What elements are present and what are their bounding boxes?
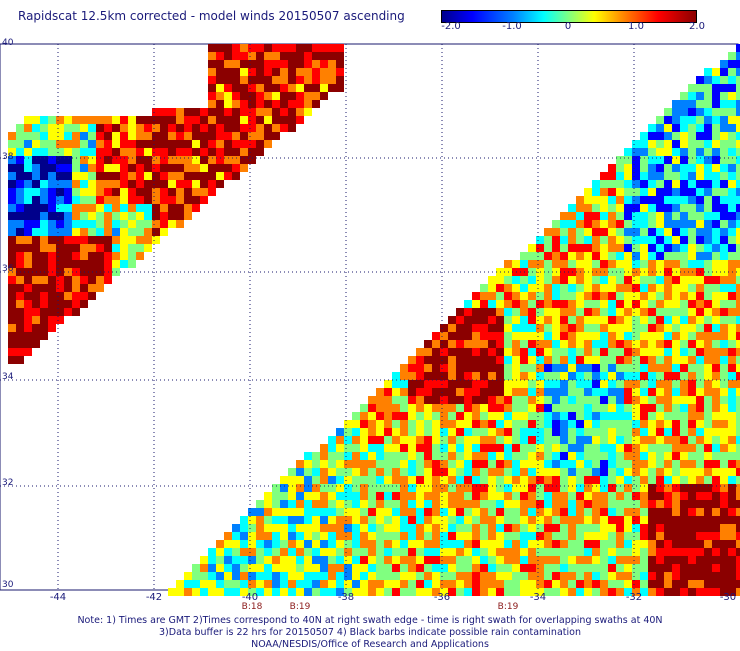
lon-label: -38 <box>337 592 355 603</box>
wind-difference-swath <box>8 44 740 596</box>
lat-label: 38 <box>2 152 14 162</box>
colorbar <box>441 10 697 23</box>
map-title: Rapidscat 12.5km corrected - model winds… <box>18 9 405 23</box>
colorbar-tick: 1.0 <box>628 21 644 32</box>
lat-label: 32 <box>2 478 14 488</box>
rev-label: B:18 <box>241 602 263 612</box>
lat-label: 30 <box>2 580 14 590</box>
lat-label: 40 <box>2 38 14 48</box>
footnote-line: Note: 1) Times are GMT 2)Times correspon… <box>77 615 663 626</box>
footnote-line: NOAA/NESDIS/Office of Research and Appli… <box>251 639 489 650</box>
footnote-line: 3)Data buffer is 22 hrs for 20150507 4) … <box>159 627 581 638</box>
colorbar-tick: -1.0 <box>502 21 522 32</box>
lon-label: -44 <box>49 592 67 603</box>
colorbar-tick: 0 <box>564 21 572 32</box>
lon-label: -34 <box>529 592 547 603</box>
colorbar-tick: -2.0 <box>441 21 461 32</box>
lon-label: -40 <box>241 592 259 603</box>
lon-label: -42 <box>145 592 163 603</box>
lat-label: 34 <box>2 372 14 382</box>
colorbar-tick: 2.0 <box>689 21 705 32</box>
rev-label: B:19 <box>497 602 519 612</box>
lat-label: 36 <box>2 264 14 274</box>
lon-label: -36 <box>433 592 451 603</box>
footnotes: Note: 1) Times are GMT 2)Times correspon… <box>0 615 740 651</box>
lon-label: -32 <box>625 592 643 603</box>
lat-lon-grid <box>0 44 738 590</box>
lon-label: -30 <box>719 592 737 603</box>
rev-label: B:19 <box>289 602 311 612</box>
